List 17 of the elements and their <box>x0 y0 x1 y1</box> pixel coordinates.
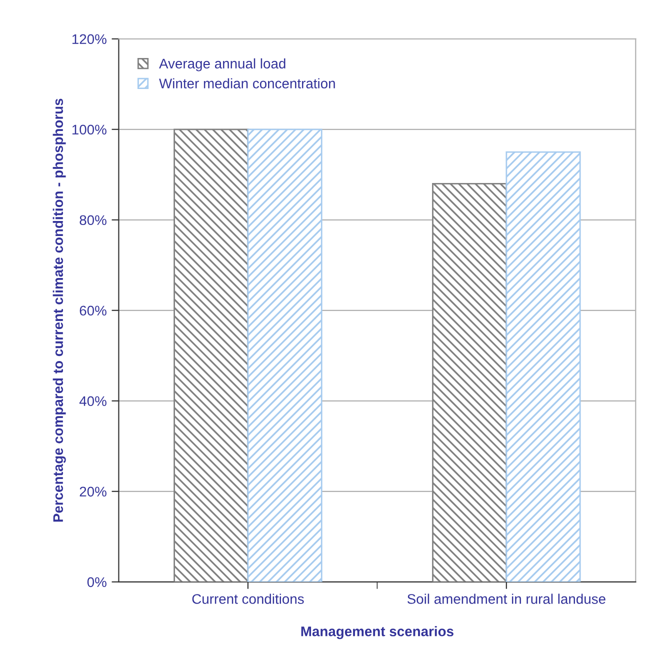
bar <box>247 128 322 582</box>
bar <box>432 182 508 582</box>
x-tick-label: Current conditions <box>192 594 304 604</box>
y-tick-label: 0% <box>87 577 106 588</box>
y-tick-label: 100% <box>72 124 106 135</box>
legend-label: Winter median concentration <box>159 78 335 88</box>
y-tick-label: 40% <box>79 396 106 406</box>
x-tick-label: Soil amendment in rural landuse <box>407 594 606 604</box>
y-tick-label: 120% <box>72 34 106 44</box>
x-axis-title: Management scenarios <box>301 626 454 640</box>
y-axis-title: Percentage compared to current climate condition - phosphorus <box>52 98 66 522</box>
bar <box>174 128 249 582</box>
y-tick-label: 80% <box>80 215 106 226</box>
y-tick-label: 60% <box>80 306 106 316</box>
y-tick-label: 20% <box>80 486 106 497</box>
legend-label: Average annual load <box>159 58 286 72</box>
bar <box>506 151 581 582</box>
